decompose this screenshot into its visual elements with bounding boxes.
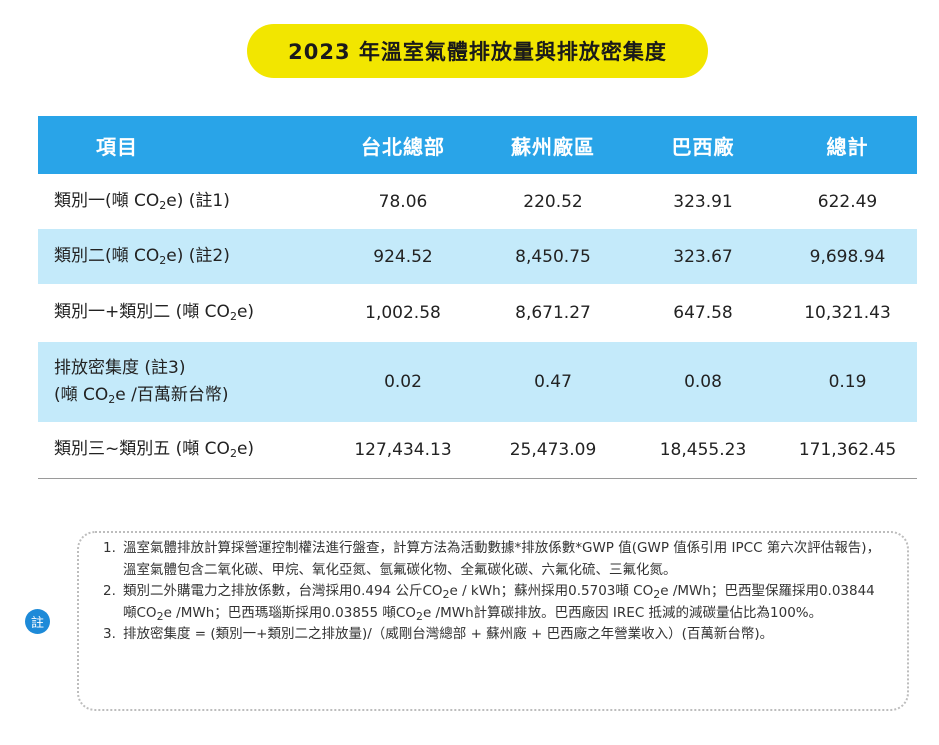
- note-item: 3. 排放密集度 = (類別一+類別二之排放量)/（威剛台灣總部 + 蘇州廠 +…: [103, 624, 883, 646]
- header-brazil: 巴西廠: [628, 116, 778, 174]
- note-number: 1.: [103, 540, 116, 556]
- header-total: 總計: [778, 116, 917, 174]
- cell-suzhou: 0.47: [478, 342, 628, 422]
- note-item: 1. 溫室氣體排放計算採營運控制權法進行盤查，計算方法為活動數據*排放係數*GW…: [103, 538, 883, 581]
- cell-taipei: 127,434.13: [328, 422, 478, 479]
- page-title: 2023 年溫室氣體排放量與排放密集度: [247, 24, 708, 78]
- table-row: 排放密集度 (註3) (噸 CO2e /百萬新台幣) 0.02 0.47 0.08…: [38, 342, 917, 422]
- row-label: 排放密集度 (註3) (噸 CO2e /百萬新台幣): [38, 342, 328, 422]
- header-suzhou: 蘇州廠區: [478, 116, 628, 174]
- table-row: 類別一(噸 CO2e) (註1) 78.06 220.52 323.91 622…: [38, 174, 917, 229]
- row-label: 類別二(噸 CO2e) (註2): [38, 229, 328, 284]
- cell-taipei: 78.06: [378, 191, 428, 212]
- note-number: 3.: [103, 626, 116, 642]
- cell-brazil: 323.67: [628, 229, 778, 284]
- cell-suzhou: 8,450.75: [478, 229, 628, 284]
- row-label: 類別三~類別五 (噸 CO2e): [38, 422, 328, 479]
- cell-brazil: 0.08: [628, 342, 778, 422]
- header-taipei: 台北總部: [328, 116, 478, 174]
- cell-total: 9,698.94: [778, 229, 917, 284]
- note-text: 排放密集度 = (類別一+類別二之排放量)/（威剛台灣總部 + 蘇州廠 + 巴西…: [123, 626, 774, 642]
- table-row: 類別二(噸 CO2e) (註2) 924.52 8,450.75 323.67 …: [38, 229, 917, 284]
- note-item: 2. 類別二外購電力之排放係數，台灣採用0.494 公斤CO2e / kWh；蘇…: [103, 581, 883, 624]
- table-row: 類別三~類別五 (噸 CO2e) 127,434.13 25,473.09 18…: [38, 422, 917, 479]
- table-row: 類別一+類別二 (噸 CO2e) 1,002.58 8,671.27 647.5…: [38, 284, 917, 342]
- note-number: 2.: [103, 583, 116, 599]
- cell-total: 171,362.45: [778, 422, 917, 479]
- header-item: 項目: [38, 116, 328, 174]
- notes-list: 1. 溫室氣體排放計算採營運控制權法進行盤查，計算方法為活動數據*排放係數*GW…: [103, 538, 883, 646]
- cell-suzhou: 8,671.27: [515, 303, 591, 323]
- cell-total: 10,321.43: [804, 303, 891, 323]
- cell-brazil: 323.91: [673, 191, 733, 212]
- cell-suzhou: 25,473.09: [478, 422, 628, 479]
- cell-taipei: 1,002.58: [365, 303, 441, 323]
- emissions-table: 項目 台北總部 蘇州廠區 巴西廠 總計 類別一(噸 CO2e) (註1) 78.…: [38, 116, 917, 479]
- cell-brazil: 18,455.23: [628, 422, 778, 479]
- note-text: 類別二外購電力之排放係數，台灣採用0.494 公斤CO2e / kWh；蘇州採用…: [123, 583, 875, 623]
- table-header-row: 項目 台北總部 蘇州廠區 巴西廠 總計: [38, 116, 917, 174]
- cell-suzhou: 220.52: [523, 191, 583, 212]
- cell-total: 0.19: [778, 342, 917, 422]
- note-text: 溫室氣體排放計算採營運控制權法進行盤查，計算方法為活動數據*排放係數*GWP 值…: [123, 540, 881, 578]
- row-label: 類別一+類別二 (噸 CO2e): [54, 302, 255, 324]
- notes-badge: 註: [25, 609, 50, 634]
- cell-taipei: 0.02: [328, 342, 478, 422]
- row-label: 類別一(噸 CO2e) (註1): [54, 190, 230, 212]
- notes-box: [77, 531, 909, 711]
- cell-brazil: 647.58: [673, 303, 733, 323]
- cell-taipei: 924.52: [328, 229, 478, 284]
- cell-total: 622.49: [817, 191, 878, 212]
